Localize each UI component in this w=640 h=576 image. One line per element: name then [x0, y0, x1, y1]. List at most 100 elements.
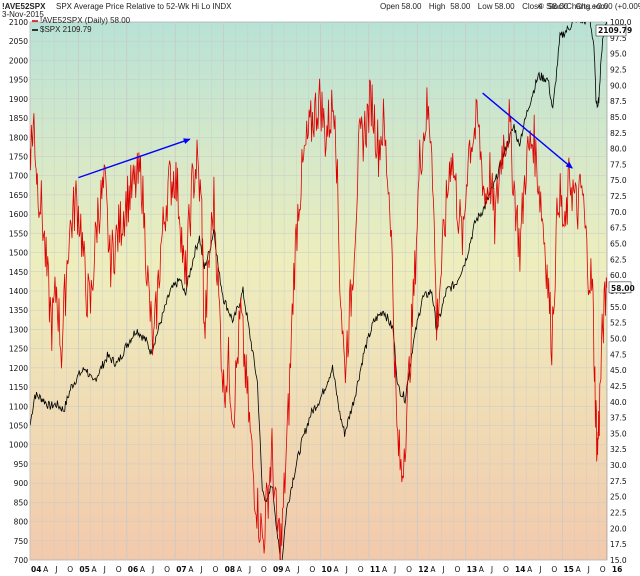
right-axis-tick-label: 65.0: [610, 240, 627, 249]
right-axis-tick-label: 70.0: [610, 208, 627, 217]
x-axis-tick-label: 15: [563, 565, 573, 574]
right-axis: 100.0 97.5 95.0 92.5 90.0 87.5 85.0 82.5 80.0 77.…: [610, 18, 632, 565]
right-axis-tick-label: 100.0: [610, 18, 632, 27]
left-axis-tick-label: 1300: [9, 325, 28, 334]
left-axis-tick-label: 1950: [9, 76, 28, 85]
x-axis-tick-label: A: [430, 565, 436, 574]
last-value-right-box: [608, 281, 632, 294]
right-axis-tick-label: 95.0: [610, 50, 627, 59]
right-axis-tick-label: 17.5: [610, 540, 627, 549]
left-axis-tick-label: 1550: [9, 229, 28, 238]
x-axis-tick-label: O: [406, 565, 412, 574]
left-axis-tick-label: 1200: [9, 364, 28, 373]
x-axis-tick-label: O: [358, 565, 364, 574]
x-axis-tick-label: 05: [79, 565, 89, 574]
left-axis-tick-label: 1050: [9, 422, 28, 431]
right-axis-tick-label: 20.0: [610, 524, 627, 533]
right-axis-tick-label: 80.0: [610, 145, 627, 154]
x-axis-tick-label: A: [576, 565, 582, 574]
right-axis-tick-label: 77.5: [610, 160, 627, 169]
right-axis-tick-label: 67.5: [610, 224, 627, 233]
x-axis-tick-label: 06: [128, 565, 138, 574]
left-axis-tick-label: 2000: [9, 56, 28, 65]
x-axis-tick-label: J: [151, 565, 154, 574]
x-axis-tick-label: A: [334, 565, 340, 574]
left-axis-tick-label: 1250: [9, 345, 28, 354]
right-axis-tick-label: 52.5: [610, 319, 627, 328]
right-axis-tick-label: 15.0: [610, 556, 627, 565]
x-axis-tick-label: 16: [612, 565, 622, 574]
left-axis-tick-label: 1450: [9, 268, 28, 277]
ohlc-label: Low: [478, 2, 493, 11]
right-axis-tick-label: 75.0: [610, 176, 627, 185]
ohlc-label: Open: [380, 2, 400, 11]
x-axis-tick-label: J: [587, 565, 590, 574]
right-axis-tick-label: 32.5: [610, 445, 627, 454]
x-axis-tick-label: A: [92, 565, 98, 574]
x-axis-tick-label: A: [285, 565, 291, 574]
x-axis-tick-label: J: [296, 565, 299, 574]
left-axis-tick-label: 1150: [9, 383, 28, 392]
x-axis-tick-label: 13: [467, 565, 477, 574]
right-axis-tick-label: 72.5: [610, 192, 627, 201]
right-axis-tick-label: 85.0: [610, 113, 627, 122]
x-axis-tick-label: J: [538, 565, 541, 574]
symbol-label: !AVE52SPX: [2, 2, 46, 11]
ohlc-readout: Open 58.00 High 58.00 Low 58.00 Close 58.00 Chg +…: [380, 2, 640, 11]
legend-label-spx: $SPX 2109.79: [40, 25, 92, 34]
left-axis-tick-label: 1350: [9, 306, 28, 315]
x-axis-tick-label: O: [503, 565, 509, 574]
gridlines: [29, 21, 607, 561]
x-axis-tick-label: J: [490, 565, 493, 574]
x-axis-tick-label: J: [54, 565, 57, 574]
x-axis-tick-label: A: [43, 565, 49, 574]
right-axis-tick-label: 42.5: [610, 382, 627, 391]
x-axis-tick-label: O: [600, 565, 606, 574]
right-axis-tick-label: 92.5: [610, 65, 627, 74]
ohlc-value: 58.00: [495, 2, 516, 11]
right-axis-tick-label: 90.0: [610, 81, 627, 90]
left-axis-tick-label: 700: [14, 556, 29, 565]
x-axis-tick-label: A: [479, 565, 485, 574]
right-axis-tick-label: 82.5: [610, 129, 627, 138]
x-axis-tick-label: A: [527, 565, 533, 574]
x-axis-tick-label: O: [551, 565, 557, 574]
right-axis-tick-label: 30.0: [610, 461, 627, 470]
left-axis-tick-label: 1000: [9, 441, 28, 450]
x-axis-tick-label: A: [382, 565, 388, 574]
right-axis-tick-label: 97.5: [610, 34, 627, 43]
trend-arrow-2: [482, 92, 573, 169]
left-axis-tick-label: 900: [14, 479, 29, 488]
right-axis-tick-label: 55.0: [610, 303, 627, 312]
x-axis-tick-label: 07: [176, 565, 186, 574]
ohlc-value: 58.00: [401, 2, 422, 11]
watermark: © StockCharts.com: [538, 2, 607, 11]
trend-arrow-1: [78, 138, 191, 179]
left-axis-tick-label: 800: [14, 518, 29, 527]
x-axis-tick-label: O: [261, 565, 267, 574]
x-axis-tick-label: A: [237, 565, 243, 574]
x-axis-tick-label: J: [393, 565, 396, 574]
left-axis-tick-label: 1850: [9, 114, 28, 123]
x-axis-tick-label: 14: [515, 565, 525, 574]
right-axis-tick-label: 50.0: [610, 334, 627, 343]
chart-date: 3-Nov-2015: [2, 10, 44, 19]
ohlc-label: High: [429, 2, 445, 11]
x-axis-tick-label: O: [67, 565, 73, 574]
last-value-left-label: 2109.79: [598, 26, 632, 35]
left-axis-tick-label: 1400: [9, 287, 28, 296]
left-axis: 700 750 800 850 900 950 1000 1050 1100 1150 1200 12…: [9, 18, 28, 565]
right-axis-tick-label: 87.5: [610, 97, 627, 106]
left-axis-tick-label: 1800: [9, 133, 28, 142]
x-axis-tick-label: J: [199, 565, 202, 574]
left-axis-tick-label: 850: [14, 498, 29, 507]
right-axis-tick-label: 22.5: [610, 509, 627, 518]
right-axis-tick-label: 37.5: [610, 414, 627, 423]
series-line-spx: [30, 22, 607, 560]
symbol-description: SPX Average Price Relative to 52-Wk Hi L…: [56, 2, 232, 11]
x-axis-tick-label: J: [441, 565, 444, 574]
ohlc-label: Chg: [576, 2, 591, 11]
right-axis-tick-label: 62.5: [610, 255, 627, 264]
right-axis-tick-label: 27.5: [610, 477, 627, 486]
ohlc-value: 58.00: [450, 2, 471, 11]
